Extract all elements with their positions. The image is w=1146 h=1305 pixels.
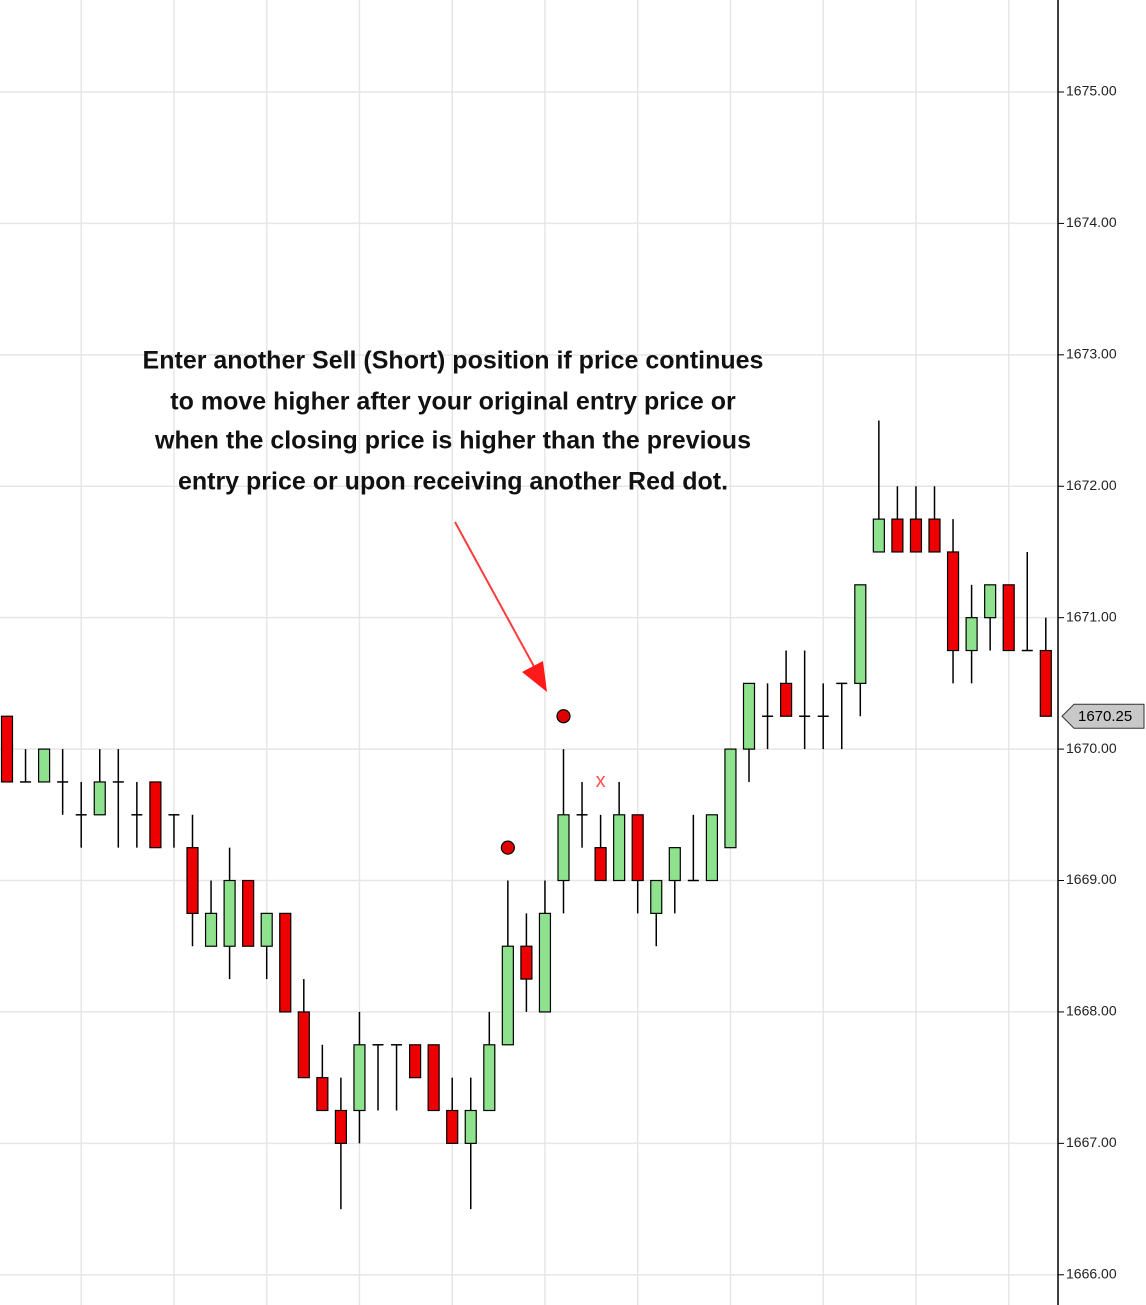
candle-body <box>909 518 923 553</box>
candle-body <box>946 551 960 652</box>
candle-body <box>242 879 255 947</box>
y-tick-label: 1671.00 <box>1066 608 1117 624</box>
candle-body <box>928 518 941 553</box>
last-price-tag <box>1061 703 1145 729</box>
candle-body <box>613 814 626 882</box>
x-marker: x <box>596 770 606 792</box>
candles <box>0 420 1052 1210</box>
sell-dot <box>556 709 571 724</box>
y-tick-label: 1675.00 <box>1066 83 1117 99</box>
candle-body <box>501 945 514 1046</box>
candle-body <box>668 847 681 882</box>
candle-body <box>984 584 997 619</box>
last-price-label: 1670.25 <box>1078 708 1132 725</box>
candle-body <box>297 1011 310 1079</box>
candle-body <box>891 518 904 553</box>
candle-body <box>334 1109 347 1144</box>
y-tick-label: 1666.00 <box>1066 1265 1117 1281</box>
annotation: Enter another Sell (Short) position if p… <box>143 347 764 375</box>
arrow-head <box>522 661 547 692</box>
annotation: when the closing price is higher than th… <box>154 427 751 455</box>
candle-body <box>742 682 756 750</box>
arrow <box>454 521 538 673</box>
candle-body <box>705 814 719 882</box>
candle-body <box>483 1044 496 1112</box>
y-tick-label: 1667.00 <box>1066 1134 1117 1150</box>
candle-body <box>260 912 273 947</box>
candle-body <box>316 1077 329 1112</box>
candle-body <box>872 518 885 553</box>
candle-body <box>1039 649 1052 717</box>
candle-body <box>279 912 292 1013</box>
candle-body <box>353 1044 366 1112</box>
candle-body <box>427 1044 440 1112</box>
y-tick-label: 1673.00 <box>1066 346 1117 362</box>
candle-body <box>724 748 737 849</box>
candle-body <box>650 879 663 914</box>
y-tick-label: 1674.00 <box>1066 214 1117 230</box>
candle-body <box>37 748 51 783</box>
candle-body <box>854 584 867 684</box>
annotation: entry price or upon receiving another Re… <box>178 468 728 496</box>
candle-body <box>1002 584 1015 652</box>
y-tick-label: 1670.00 <box>1066 740 1117 756</box>
candle-body <box>186 847 199 914</box>
y-tick-label: 1672.00 <box>1066 477 1117 493</box>
sell-dot <box>500 840 515 855</box>
candle-body <box>93 781 106 816</box>
annotation: to move higher after your original entry… <box>170 388 736 416</box>
candle-body <box>464 1109 477 1144</box>
candle-body <box>965 617 978 652</box>
candle-body <box>631 814 644 882</box>
candle-body <box>409 1044 422 1079</box>
candle-body <box>538 912 552 1013</box>
candle-body <box>557 814 570 882</box>
grid <box>0 0 1058 1305</box>
y-tick-label: 1669.00 <box>1066 871 1117 887</box>
candle-body <box>520 945 533 980</box>
candle-body <box>149 781 162 849</box>
candle-body <box>204 912 218 947</box>
candle-body <box>0 715 14 783</box>
candle-body <box>223 879 236 947</box>
candle-body <box>779 682 793 717</box>
candle-body <box>446 1109 459 1144</box>
candle-body <box>594 847 607 882</box>
y-tick-label: 1668.00 <box>1066 1003 1117 1019</box>
